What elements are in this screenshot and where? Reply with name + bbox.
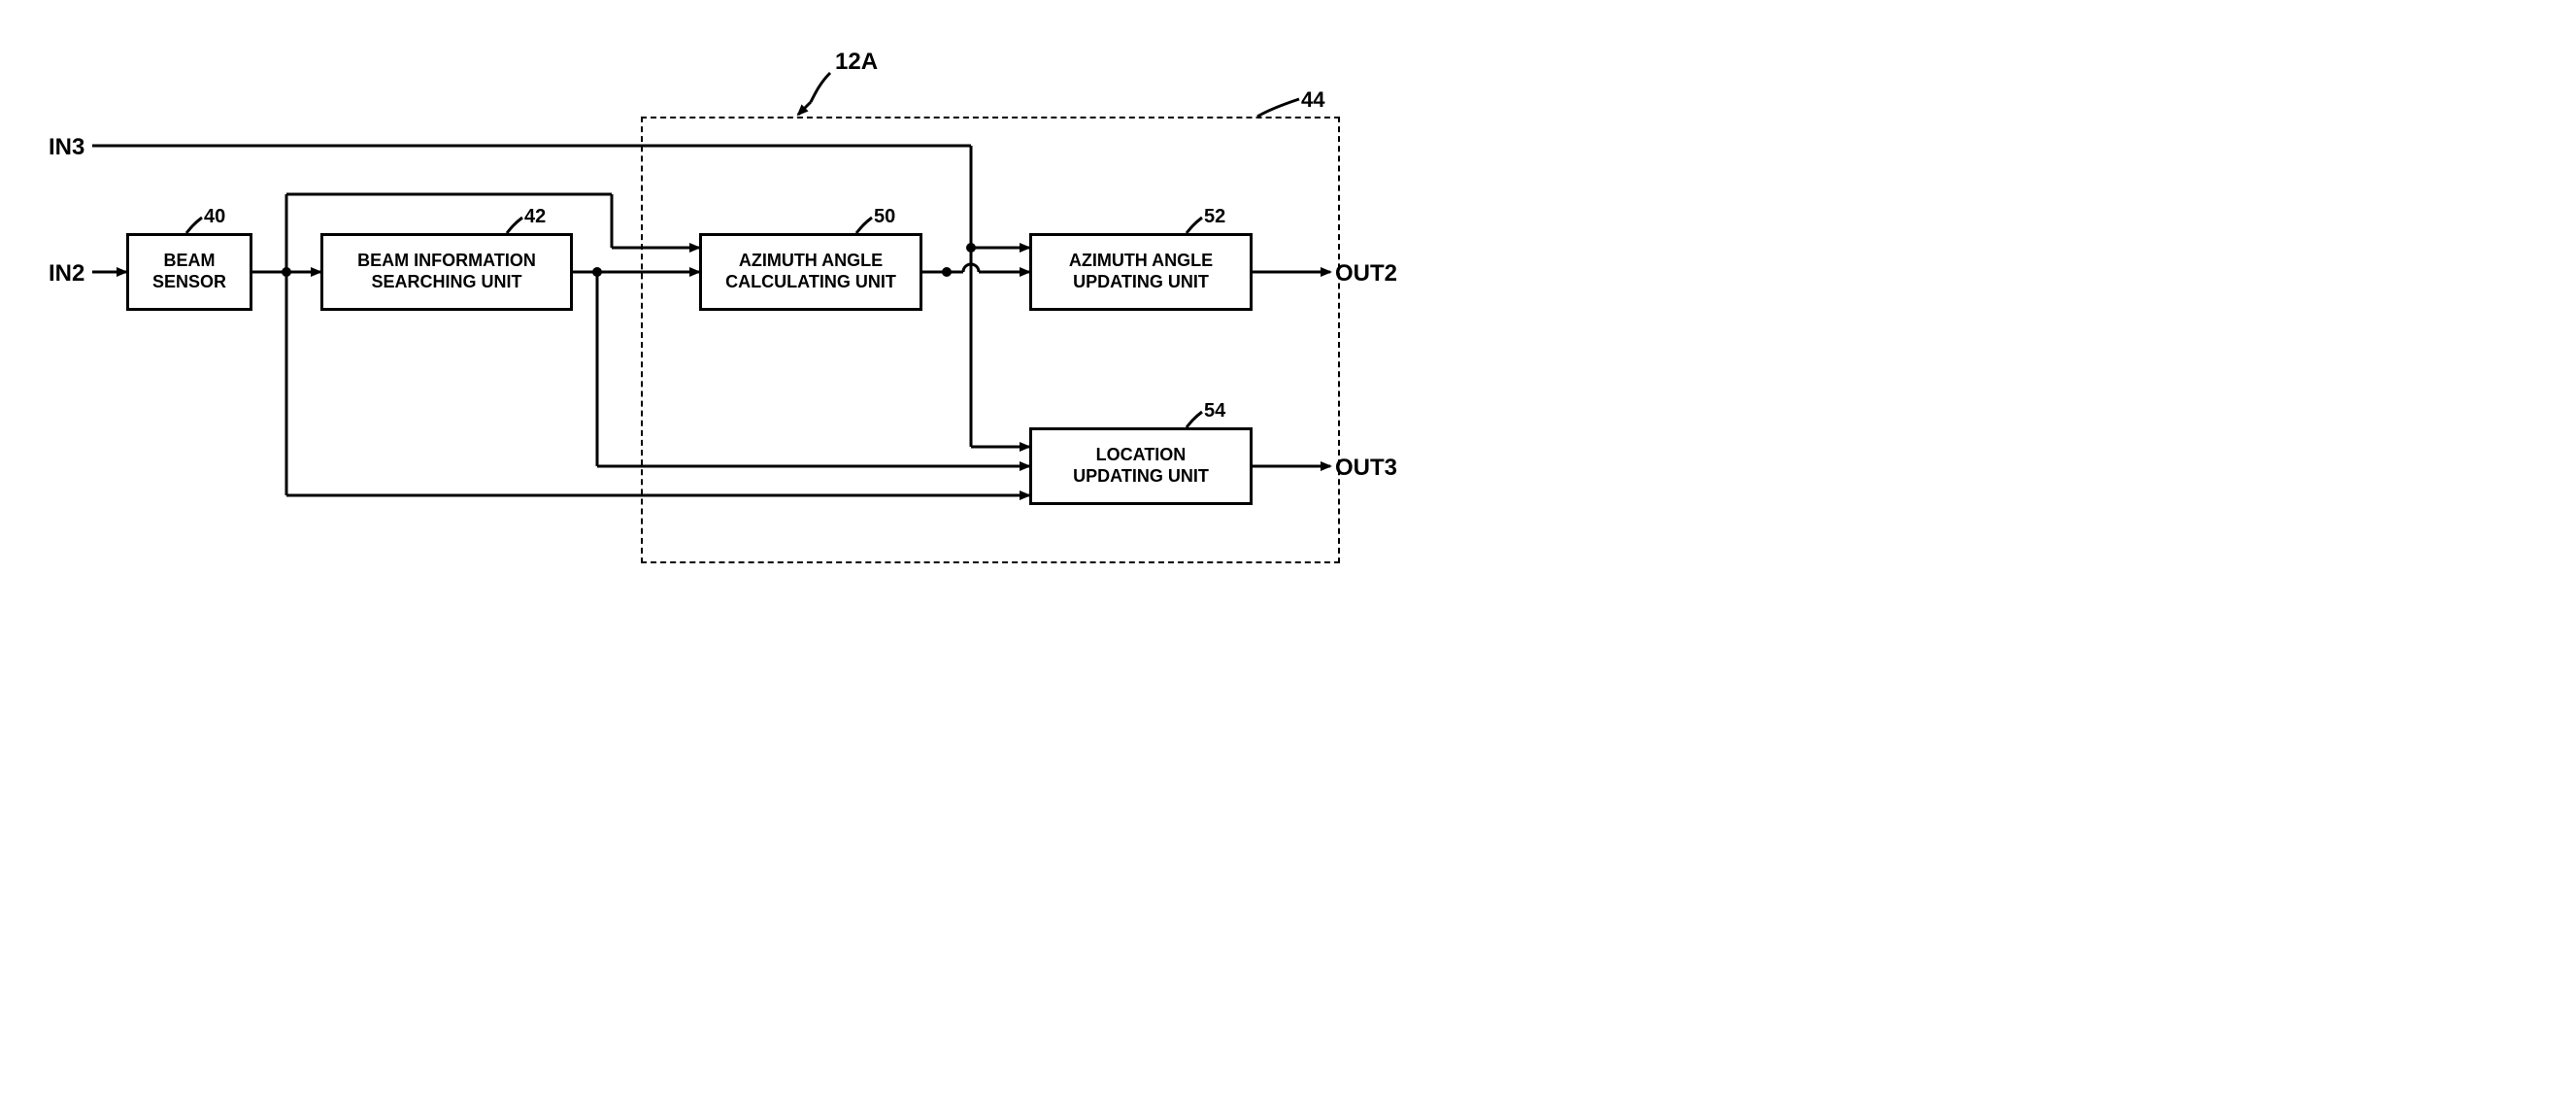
- label-in3: IN3: [49, 134, 84, 161]
- box-azimuth-angle-updating-unit: AZIMUTH ANGLE UPDATING UNIT: [1029, 233, 1253, 311]
- box-beam-info-searching-unit: BEAM INFORMATION SEARCHING UNIT: [320, 233, 573, 311]
- label-40: 40: [204, 206, 225, 228]
- label-44: 44: [1301, 87, 1324, 113]
- box-location-updating-unit: LOCATION UPDATING UNIT: [1029, 427, 1253, 505]
- block-diagram: BEAM SENSOR BEAM INFORMATION SEARCHING U…: [39, 39, 1398, 602]
- label-out3: OUT3: [1335, 455, 1397, 482]
- label-50: 50: [874, 206, 895, 228]
- box-beam-sensor: BEAM SENSOR: [126, 233, 252, 311]
- label-52: 52: [1204, 206, 1225, 228]
- label-in2: IN2: [49, 260, 84, 287]
- label-42: 42: [524, 206, 546, 228]
- box-azimuth-angle-calculating-unit: AZIMUTH ANGLE CALCULATING UNIT: [699, 233, 922, 311]
- label-out2: OUT2: [1335, 260, 1397, 287]
- label-54: 54: [1204, 400, 1225, 423]
- label-12a: 12A: [835, 49, 878, 76]
